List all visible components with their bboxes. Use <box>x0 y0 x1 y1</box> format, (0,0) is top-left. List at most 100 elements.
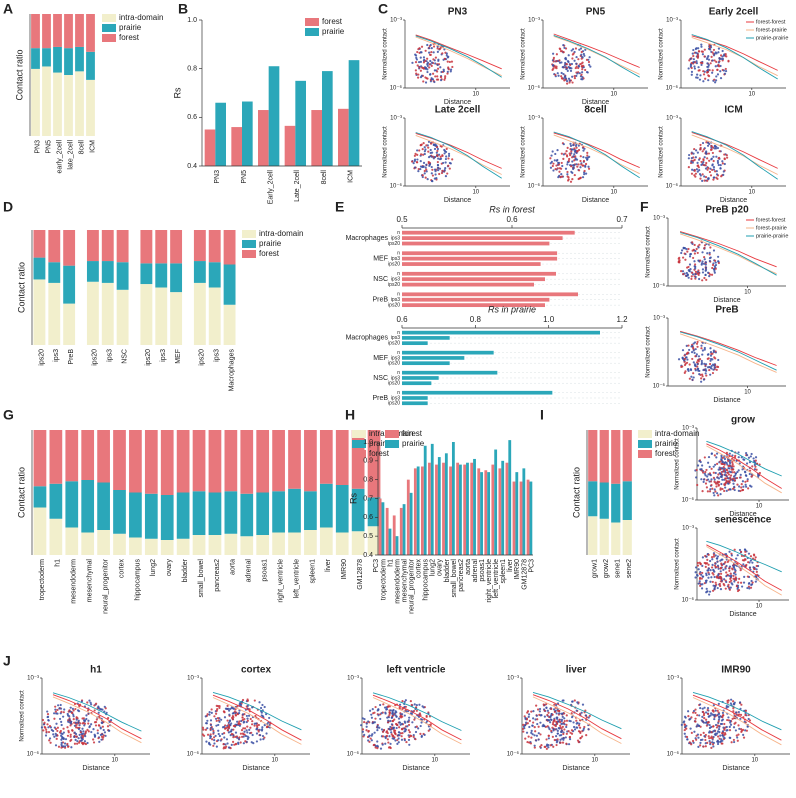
structure-bead <box>682 246 685 250</box>
x-tick-label: GM12878 <box>521 559 528 590</box>
structure-bead <box>701 375 704 378</box>
structure-bead <box>66 712 69 716</box>
structure-bead <box>206 727 209 730</box>
structure-bead <box>581 176 585 179</box>
y-tick-label: 10⁻³ <box>390 116 402 122</box>
structure-bead <box>550 707 553 711</box>
structure-bead <box>239 701 242 705</box>
structure-bead <box>717 47 721 50</box>
bar <box>204 129 216 166</box>
bar-segment <box>86 51 95 80</box>
structure-bead <box>74 732 78 736</box>
structure-bead <box>250 723 254 726</box>
bar <box>402 401 428 406</box>
structure-bead <box>690 70 694 73</box>
bar <box>413 468 417 555</box>
structure-bead <box>580 57 583 60</box>
structure-bead <box>537 725 540 728</box>
structure-bead <box>66 742 69 746</box>
structure-bead <box>726 701 729 704</box>
bar-segment <box>75 14 84 47</box>
structure-bead <box>584 48 587 51</box>
structure-bead <box>711 737 714 740</box>
structure-bead <box>44 726 47 729</box>
structure-bead <box>60 710 63 713</box>
structure-bead <box>706 357 709 360</box>
structure-bead <box>576 149 579 153</box>
structure-bead <box>208 713 211 716</box>
structure-bead <box>532 710 535 713</box>
structure-bead <box>708 170 712 174</box>
structure-bead <box>205 740 208 743</box>
structure-bead <box>728 736 731 739</box>
structure-bead <box>564 58 568 61</box>
bar <box>508 440 512 555</box>
structure-bead <box>716 724 719 727</box>
bar <box>484 470 488 555</box>
bar <box>501 460 505 555</box>
line <box>691 132 778 169</box>
structure-bead <box>535 714 538 717</box>
structure-bead <box>218 734 221 738</box>
structure-bead <box>707 271 710 274</box>
legend-label: prairie <box>655 439 678 448</box>
structure-bead <box>694 369 697 372</box>
structure-bead <box>715 482 718 485</box>
bar-segment <box>256 535 270 555</box>
bar-segment <box>155 287 168 345</box>
structure-bead <box>46 713 50 716</box>
structure-bead <box>699 259 702 262</box>
structure-bead <box>685 735 689 739</box>
x-axis-label: Distance <box>720 197 747 204</box>
structure-bead <box>733 471 736 474</box>
structure-bead <box>564 167 568 170</box>
structure-bead <box>694 711 697 715</box>
bar-segment <box>176 430 190 493</box>
structure-bead <box>697 246 700 249</box>
bar-segment <box>101 230 114 262</box>
structure-bead <box>679 270 683 273</box>
structure-bead <box>741 488 745 492</box>
bar-segment <box>272 491 285 533</box>
structure-bead <box>228 709 231 712</box>
line <box>372 697 462 745</box>
structure-bead <box>547 726 550 729</box>
structure-bead <box>415 161 419 164</box>
structure-bead <box>414 54 418 57</box>
structure-bead <box>757 474 760 477</box>
y-tick-label: 10⁻⁶ <box>666 85 679 92</box>
structure-bead <box>707 569 710 572</box>
structure-bead <box>732 572 736 575</box>
structure-bead <box>229 747 232 750</box>
structure-bead <box>711 487 714 490</box>
structure-bead <box>54 705 57 708</box>
structure-bead <box>701 260 704 263</box>
structure-bead <box>703 706 706 709</box>
structure-bead <box>363 720 366 724</box>
structure-bead <box>718 575 721 578</box>
structure-bead <box>368 740 371 743</box>
structure-bead <box>739 473 742 476</box>
structure-bead <box>58 731 62 734</box>
structure-bead <box>583 725 586 729</box>
structure-bead <box>226 729 229 732</box>
structure-bead <box>712 349 715 352</box>
structure-bead <box>692 248 695 251</box>
structure-bead <box>575 55 578 59</box>
structure-bead <box>693 158 696 161</box>
structure-bead <box>555 67 558 70</box>
structure-bead <box>564 61 567 65</box>
group-label: MEF <box>373 355 388 362</box>
structure-bead <box>690 275 693 278</box>
structure-bead <box>736 739 739 742</box>
structure-bead <box>534 718 537 721</box>
structure-bead <box>701 471 705 474</box>
structure-bead <box>727 586 731 589</box>
structure-bead <box>556 738 559 741</box>
structure-bead <box>724 471 727 474</box>
structure-bead <box>732 710 735 713</box>
y-axis-label: Normalized contact <box>20 690 26 742</box>
bar <box>402 336 450 340</box>
structure-bead <box>97 737 100 740</box>
bar <box>402 297 550 302</box>
